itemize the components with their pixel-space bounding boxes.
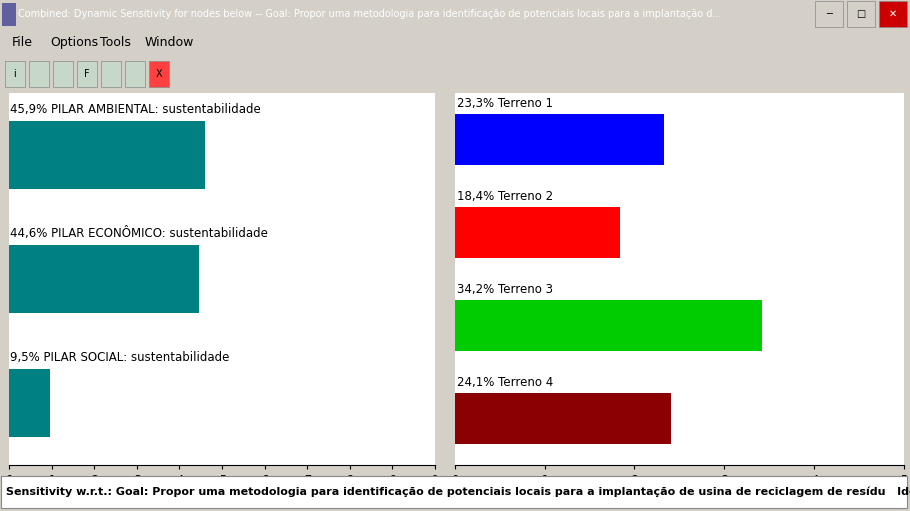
Bar — [149, 60, 169, 87]
Text: ✕: ✕ — [889, 9, 897, 19]
Text: i: i — [14, 68, 16, 79]
Text: X: X — [156, 68, 162, 79]
Text: 44,6% PILAR ECONÔMICO: sustentabilidade: 44,6% PILAR ECONÔMICO: sustentabilidade — [10, 227, 268, 240]
Bar — [847, 2, 875, 27]
Bar — [9, 369, 49, 437]
Text: 23,3% Terreno 1: 23,3% Terreno 1 — [457, 97, 552, 110]
Bar — [5, 60, 25, 87]
Bar — [9, 245, 199, 313]
Text: □: □ — [856, 9, 865, 19]
Bar — [455, 207, 620, 258]
Text: F: F — [85, 68, 90, 79]
Text: 24,1% Terreno 4: 24,1% Terreno 4 — [457, 376, 553, 389]
Bar — [879, 2, 907, 27]
Text: Combined: Dynamic Sensitivity for nodes below -- Goal: Propor uma metodologia pa: Combined: Dynamic Sensitivity for nodes … — [18, 9, 722, 19]
Bar — [29, 60, 49, 87]
Text: Sensitivity w.r.t.: Goal: Propor uma metodologia para identificação de potenciai: Sensitivity w.r.t.: Goal: Propor uma met… — [6, 486, 910, 497]
Bar — [77, 60, 97, 87]
Text: File: File — [12, 36, 33, 50]
Bar — [101, 60, 121, 87]
Text: Tools: Tools — [100, 36, 131, 50]
Bar — [455, 114, 664, 165]
Bar — [53, 60, 73, 87]
Bar — [9, 121, 205, 189]
Bar — [125, 60, 145, 87]
Bar — [815, 2, 843, 27]
Bar — [2, 3, 16, 26]
Text: 34,2% Terreno 3: 34,2% Terreno 3 — [457, 283, 552, 296]
Text: Options: Options — [50, 36, 98, 50]
Text: 45,9% PILAR AMBIENTAL: sustentabilidade: 45,9% PILAR AMBIENTAL: sustentabilidade — [10, 103, 261, 116]
Text: 9,5% PILAR SOCIAL: sustentabilidade: 9,5% PILAR SOCIAL: sustentabilidade — [10, 351, 229, 364]
Text: 18,4% Terreno 2: 18,4% Terreno 2 — [457, 190, 553, 203]
Bar — [1, 476, 907, 508]
Text: Window: Window — [145, 36, 195, 50]
Bar — [455, 393, 672, 444]
Text: ─: ─ — [826, 9, 832, 19]
Bar — [455, 300, 762, 351]
